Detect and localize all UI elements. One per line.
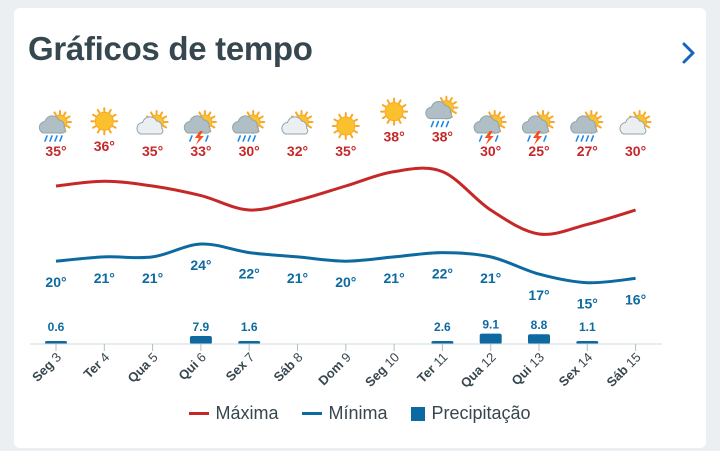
x-tick-label: Ter 11 — [414, 350, 450, 386]
precipitation-bar — [238, 341, 261, 344]
max-temp-label: 30° — [480, 143, 501, 159]
sun-cloud-rain-icon — [570, 110, 604, 142]
sun-cloud-rain-icon — [38, 110, 72, 142]
x-tick-label: Sáb 15 — [603, 350, 643, 390]
precipitation-bar — [479, 333, 502, 344]
max-temp-label: 38° — [384, 129, 405, 145]
legend-item-max[interactable]: Máxima — [189, 403, 278, 424]
legend-swatch-precip — [411, 406, 426, 421]
precipitation-label: 9.1 — [482, 318, 499, 332]
legend-item-precip[interactable]: Precipitação — [411, 403, 531, 424]
x-tick-label: Dom 9 — [315, 350, 354, 389]
legend-swatch-max — [189, 412, 210, 415]
sun-cloud-rain-icon — [232, 110, 266, 142]
page-title: Gráficos de tempo — [28, 30, 313, 67]
min-temp-label: 21° — [287, 270, 308, 286]
legend-swatch-min — [302, 412, 323, 415]
precipitation-label: 0.6 — [48, 320, 65, 334]
max-temp-label: 36° — [94, 138, 115, 154]
min-temp-label: 21° — [384, 270, 405, 286]
precipitation-label: 2.6 — [434, 320, 451, 334]
data-labels: 35° 20° 0.6 36° 21° 35° 21° 33° 24° 7.9 30° 22° 1.6 3… — [45, 129, 646, 334]
legend: Máxima Mínima Precipitação — [0, 403, 720, 424]
max-temp-label: 35° — [335, 143, 356, 159]
precipitation-label: 8.8 — [531, 318, 548, 332]
min-temp-label: 15° — [577, 296, 598, 312]
x-tick-label: Qua 5 — [125, 350, 161, 386]
sun-cloud-icon — [281, 110, 314, 135]
precipitation-bar — [45, 341, 67, 344]
x-tick-label: Sex 7 — [223, 350, 258, 385]
sun-cloud-rain-icon — [425, 95, 459, 128]
x-tick-label: Ter 4 — [81, 350, 113, 382]
legend-label-precip: Precipitação — [431, 403, 531, 423]
x-tick-label: Sex 14 — [556, 350, 596, 390]
max-temperature-line — [55, 166, 637, 236]
chevron-right-icon[interactable] — [678, 40, 700, 66]
x-tick-label: Seg 10 — [362, 350, 402, 390]
min-temp-label: 24° — [190, 257, 211, 273]
sun-cloud-icon — [619, 110, 652, 135]
precipitation-bar — [576, 341, 599, 344]
sun-cloud-storm-icon — [183, 110, 217, 145]
min-temp-label: 22° — [432, 266, 453, 282]
max-temp-label: 35° — [142, 143, 163, 159]
x-tick-label: Qui 13 — [508, 350, 547, 389]
precipitation-label: 7.9 — [193, 320, 210, 334]
min-temp-label: 21° — [94, 270, 115, 286]
max-temp-label: 38° — [432, 129, 453, 145]
x-tick-label: Seg 3 — [29, 350, 64, 385]
min-temperature-line — [55, 242, 636, 285]
min-temp-label: 16° — [625, 291, 646, 307]
sun-cloud-storm-icon — [473, 110, 507, 145]
min-temp-label: 17° — [528, 287, 549, 303]
max-temp-label: 33° — [190, 143, 211, 159]
legend-label-max: Máxima — [215, 403, 279, 423]
max-temp-label: 32° — [287, 143, 308, 159]
weather-card — [14, 8, 706, 448]
x-tick-label: Qua 12 — [458, 350, 499, 391]
x-tick-label: Sáb 8 — [270, 350, 305, 385]
max-temp-label: 30° — [625, 143, 646, 159]
max-temp-label: 35° — [45, 143, 66, 159]
weather-chart: 35° 20° 0.6 36° 21° 35° 21° 33° 24° 7.9 30° 22° 1.6 3… — [29, 95, 662, 391]
sun-icon — [90, 107, 119, 136]
min-temp-label: 20° — [45, 274, 66, 290]
precipitation-label: 1.6 — [241, 320, 258, 334]
max-temp-label: 25° — [528, 143, 549, 159]
min-temp-label: 21° — [142, 270, 163, 286]
min-temp-label: 22° — [239, 266, 260, 282]
min-temp-label: 20° — [335, 274, 356, 290]
legend-label-min: Mínima — [328, 403, 388, 423]
sun-cloud-storm-icon — [521, 110, 555, 145]
sun-icon — [380, 97, 409, 126]
precipitation-label: 1.1 — [579, 320, 596, 334]
weather-icons — [38, 95, 652, 145]
min-temp-label: 21° — [480, 270, 501, 286]
sun-icon — [331, 112, 360, 140]
precipitation-bars — [45, 333, 599, 344]
legend-item-min[interactable]: Mínima — [302, 403, 387, 424]
max-temp-label: 30° — [239, 143, 260, 159]
precipitation-bar — [528, 334, 550, 344]
sun-cloud-icon — [136, 110, 169, 135]
x-tick-label: Qui 6 — [175, 350, 209, 384]
precipitation-bar — [189, 336, 212, 344]
precipitation-bar — [431, 341, 454, 344]
max-temp-label: 27° — [577, 143, 598, 159]
